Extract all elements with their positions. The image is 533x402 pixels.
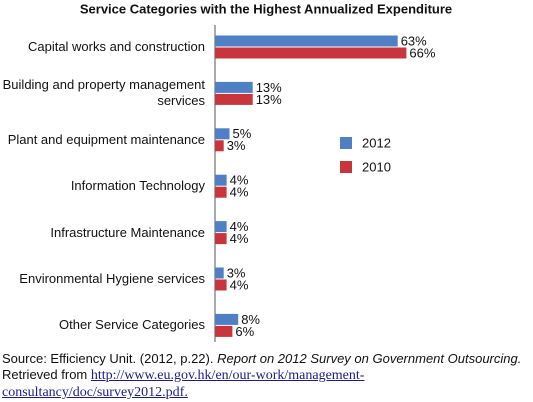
value-label: 8% xyxy=(241,312,260,327)
legend-label: 2012 xyxy=(362,135,391,150)
bar xyxy=(215,279,227,291)
source-retrieved: Retrieved from xyxy=(2,367,88,382)
category-label: Environmental Hygiene services xyxy=(19,271,205,286)
value-label: 4% xyxy=(230,185,249,200)
category-label: Capital works and construction xyxy=(27,39,205,54)
value-label: 63% xyxy=(401,33,427,48)
bar xyxy=(215,186,227,198)
bar xyxy=(215,128,230,140)
bar xyxy=(215,35,398,47)
value-label: 3% xyxy=(227,265,246,280)
value-label: 4% xyxy=(230,173,249,188)
legend-swatch xyxy=(340,161,352,173)
bar xyxy=(215,221,227,233)
value-label: 5% xyxy=(233,126,252,141)
bar xyxy=(215,93,253,105)
bar xyxy=(215,325,233,337)
bar xyxy=(215,233,227,245)
legend-swatch xyxy=(340,137,352,149)
source-link[interactable]: http://www.eu.gov.hk/en/our-work/managem… xyxy=(2,368,365,400)
category-label: Infrastructure Maintenance xyxy=(50,224,205,240)
category-label: Information Technology xyxy=(70,178,205,194)
value-label: 3% xyxy=(227,138,246,153)
category-label: Other Service Categories xyxy=(59,317,205,333)
legend-label: 2010 xyxy=(362,159,391,174)
bar xyxy=(215,140,224,152)
category-label: Building and property management service… xyxy=(2,77,205,109)
value-label: 66% xyxy=(409,45,435,60)
bar xyxy=(215,47,407,59)
category-label: Plant and equipment maintenance xyxy=(7,131,205,147)
chart: Service Categories with the Highest Annu… xyxy=(80,1,452,342)
source-prefix: Source: Efficiency Unit. (2012, p.22). xyxy=(2,351,214,366)
value-label: 6% xyxy=(235,324,254,339)
value-label: 4% xyxy=(230,231,249,246)
chart-title: Service Categories with the Highest Annu… xyxy=(80,1,452,16)
bar xyxy=(215,81,253,93)
bar xyxy=(215,313,239,325)
bar xyxy=(215,174,227,186)
value-label: 13% xyxy=(256,80,282,95)
source-report: Report on 2012 Survey on Government Outs… xyxy=(217,351,522,366)
value-label: 13% xyxy=(256,92,282,107)
value-label: 4% xyxy=(230,219,249,234)
source-note: Source: Efficiency Unit. (2012, p.22). R… xyxy=(2,351,533,401)
value-label: 4% xyxy=(230,277,249,292)
bar xyxy=(215,267,224,279)
